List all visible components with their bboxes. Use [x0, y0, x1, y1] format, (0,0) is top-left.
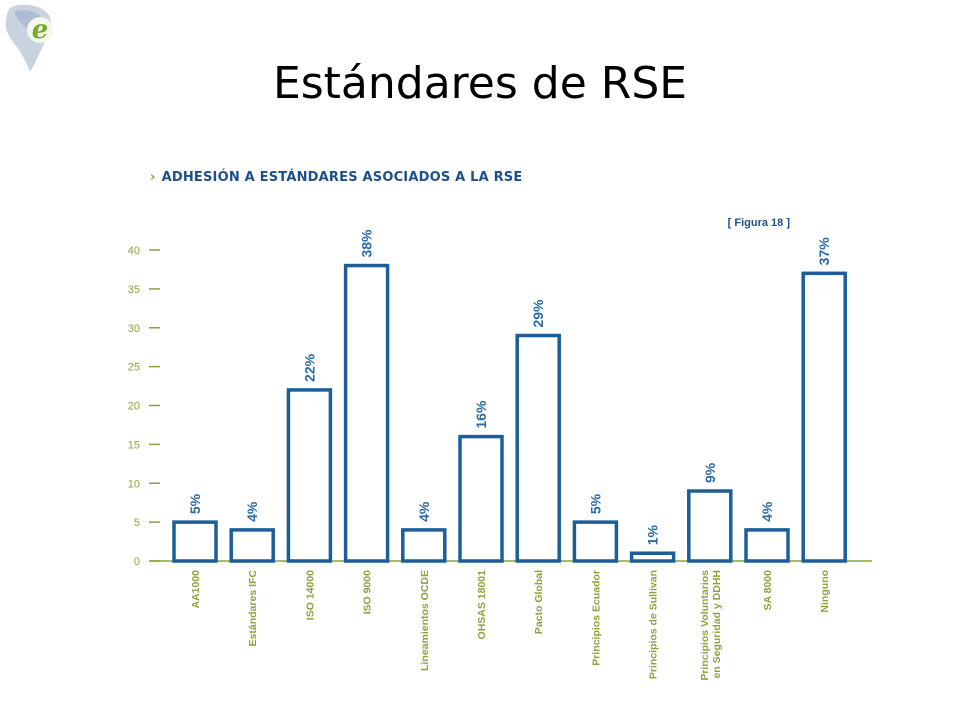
bar: [515, 333, 561, 563]
category-label: ISO 14000: [304, 570, 316, 620]
category-label: Ninguno: [819, 570, 831, 613]
bar: [401, 528, 447, 563]
bar: [229, 528, 275, 563]
data-label: 22%: [301, 353, 317, 382]
category-label: Estándares IFC: [247, 570, 259, 647]
y-tick-label: 35: [128, 284, 140, 296]
bar: [687, 489, 733, 563]
svg-text:e: e: [32, 15, 49, 45]
category-label: AA1000: [190, 570, 202, 609]
data-label: 38%: [359, 229, 375, 258]
y-tick-label: 40: [128, 245, 140, 257]
data-label: 16%: [473, 400, 489, 429]
chart-heading: › ADHESIÓN A ESTÁNDARES ASOCIADOS A LA RS…: [150, 170, 522, 185]
y-tick-label: 20: [128, 401, 140, 413]
bar: [801, 271, 847, 563]
category-label: Principios Voluntariosen Seguridad y DDH…: [699, 570, 723, 681]
data-label: 5%: [187, 493, 203, 514]
data-label: 4%: [416, 501, 432, 522]
category-label: Lineamientos OCDE: [419, 570, 431, 671]
category-label: Principios Ecuador: [590, 570, 602, 666]
bar: [286, 388, 333, 563]
data-label: 37%: [816, 237, 832, 266]
category-label: ISO 9000: [362, 570, 374, 615]
category-label: SA 8000: [762, 570, 774, 611]
bar: [572, 520, 619, 563]
data-label: 5%: [587, 493, 603, 514]
bar: [744, 528, 790, 563]
bar: [343, 263, 390, 563]
category-label: OHSAS 18001: [476, 570, 488, 640]
bar: [458, 434, 504, 563]
y-tick-label: 30: [128, 323, 140, 335]
bar: [172, 520, 218, 563]
chart-heading-text: ADHESIÓN A ESTÁNDARES ASOCIADOS A LA RSE: [161, 170, 523, 185]
globe-e-logo: e: [5, 4, 53, 72]
y-tick-label: 0: [134, 556, 140, 568]
category-label: Pacto Global: [533, 570, 545, 634]
figure-label: [ Figura 18 ]: [728, 217, 791, 229]
data-label: 4%: [759, 501, 775, 522]
data-label: 4%: [244, 501, 260, 522]
data-label: 1%: [645, 524, 661, 545]
chevron-right-icon: ›: [150, 170, 156, 185]
y-tick-label: 15: [128, 439, 140, 451]
data-label: 9%: [702, 462, 718, 483]
data-label: 29%: [530, 299, 546, 328]
y-tick-label: 5: [134, 517, 140, 529]
y-tick-label: 25: [128, 362, 140, 374]
category-label: Principios de Sullivan: [648, 570, 660, 679]
bar: [629, 551, 676, 563]
slide-title: Estándares de RSE: [272, 58, 688, 109]
y-tick-label: 10: [128, 478, 140, 490]
